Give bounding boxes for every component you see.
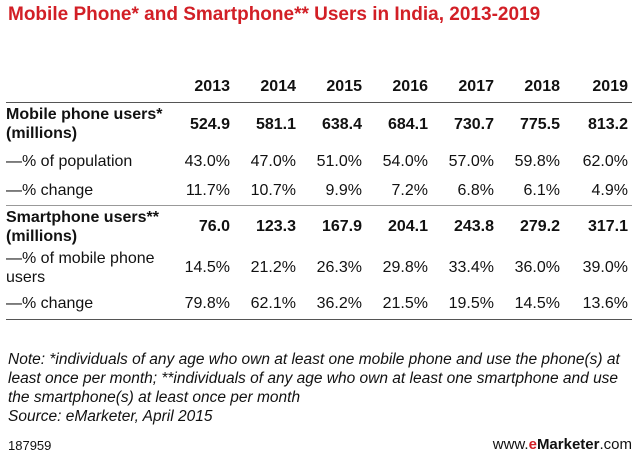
- brand-suffix: .com: [599, 436, 632, 453]
- cell-2014: 10.7%: [234, 177, 300, 206]
- cell-2015: 26.3%: [316, 259, 362, 276]
- cell-2015: 51.0%: [316, 152, 362, 170]
- cell-2013: 11.7%: [172, 177, 234, 206]
- cell-2019: 813.2: [587, 115, 628, 133]
- cell-2013: 43.0%: [184, 152, 230, 170]
- table-row: Smartphone users** (millions) 76.0 123.3 16…: [6, 205, 632, 248]
- cell-2013: 76.0: [198, 218, 230, 235]
- cell-2017: 243.8: [453, 218, 494, 235]
- column-header-2014: 2014: [234, 70, 300, 103]
- table-row: —% change 11.7% 10.7% 9.9% 7.2% 6.8% 6.1% 4.9%: [6, 177, 632, 206]
- footnote: Note: *individuals of any age who own at…: [8, 350, 636, 426]
- cell-2014: 21.2%: [250, 259, 296, 276]
- table-row: —% of mobile phone users 14.5% 21.2% 26.3% 2…: [6, 248, 632, 288]
- cell-2015: 167.9: [321, 218, 362, 235]
- cell-2018: 36.0%: [514, 259, 560, 276]
- cell-2015: 638.4: [321, 115, 362, 133]
- brand-prefix: www.: [492, 436, 529, 453]
- row-label: Mobile phone users* (millions): [6, 106, 163, 142]
- row-label: Smartphone users** (millions): [6, 208, 159, 245]
- cell-2014: 62.1%: [234, 287, 300, 320]
- cell-2019: 39.0%: [582, 259, 628, 276]
- cell-2013: 79.8%: [172, 287, 234, 320]
- table-row: —% change 79.8% 62.1% 36.2% 21.5% 19.5% 14.5% 1…: [6, 287, 632, 320]
- column-header-2013: 2013: [172, 70, 234, 103]
- cell-2018: 775.5: [519, 115, 560, 133]
- cell-2019: 13.6%: [564, 287, 632, 320]
- column-header-2019: 2019: [564, 70, 632, 103]
- cell-2014: 581.1: [255, 115, 296, 133]
- cell-2016: 29.8%: [382, 259, 428, 276]
- cell-2016: 54.0%: [382, 152, 428, 170]
- note-text: Note: *individuals of any age who own at…: [8, 351, 620, 406]
- cell-2017: 57.0%: [448, 152, 494, 170]
- cell-2018: 59.8%: [514, 152, 560, 170]
- column-header-2016: 2016: [366, 70, 432, 103]
- cell-2019: 4.9%: [564, 177, 632, 206]
- column-header-2015: 2015: [300, 70, 366, 103]
- source-text: Source: eMarketer, April 2015: [8, 408, 213, 425]
- cell-2016: 684.1: [387, 115, 428, 133]
- corner-cell: [6, 70, 172, 103]
- header-row: 2013 2014 2015 2016 2017 2018 2019: [6, 70, 632, 103]
- cell-2017: 19.5%: [432, 287, 498, 320]
- table-row: —% of population 43.0% 47.0% 51.0% 54.0% 57.0…: [6, 145, 632, 177]
- brand-e: e: [528, 436, 537, 453]
- row-label: —% change: [6, 177, 172, 206]
- emarketer-logo: www.eMarketer.com: [493, 436, 632, 453]
- cell-2014: 47.0%: [250, 152, 296, 170]
- cell-2013: 14.5%: [184, 259, 230, 276]
- cell-2019: 317.1: [587, 218, 628, 235]
- cell-2016: 21.5%: [366, 287, 432, 320]
- cell-2016: 7.2%: [366, 177, 432, 206]
- cell-2018: 6.1%: [498, 177, 564, 206]
- chart-id: 187959: [8, 438, 52, 453]
- row-label: —% of population: [6, 152, 133, 170]
- cell-2018: 279.2: [519, 218, 560, 235]
- cell-2014: 123.3: [255, 218, 296, 235]
- row-label: —% change: [6, 287, 172, 320]
- brand-name: Marketer: [536, 436, 600, 453]
- data-table: 2013 2014 2015 2016 2017 2018 2019 Mobile phon…: [6, 70, 632, 320]
- column-header-2018: 2018: [498, 70, 564, 103]
- cell-2013: 524.9: [189, 115, 230, 133]
- cell-2017: 33.4%: [448, 259, 494, 276]
- cell-2019: 62.0%: [582, 152, 628, 170]
- cell-2015: 9.9%: [300, 177, 366, 206]
- table-row: Mobile phone users* (millions) 524.9 581.1…: [6, 103, 632, 146]
- row-label: —% of mobile phone users: [6, 249, 155, 286]
- cell-2016: 204.1: [387, 218, 428, 235]
- column-header-2017: 2017: [432, 70, 498, 103]
- cell-2017: 6.8%: [432, 177, 498, 206]
- cell-2017: 730.7: [453, 115, 494, 133]
- chart-title: Mobile Phone* and Smartphone** Users in …: [8, 4, 541, 25]
- cell-2015: 36.2%: [300, 287, 366, 320]
- cell-2018: 14.5%: [498, 287, 564, 320]
